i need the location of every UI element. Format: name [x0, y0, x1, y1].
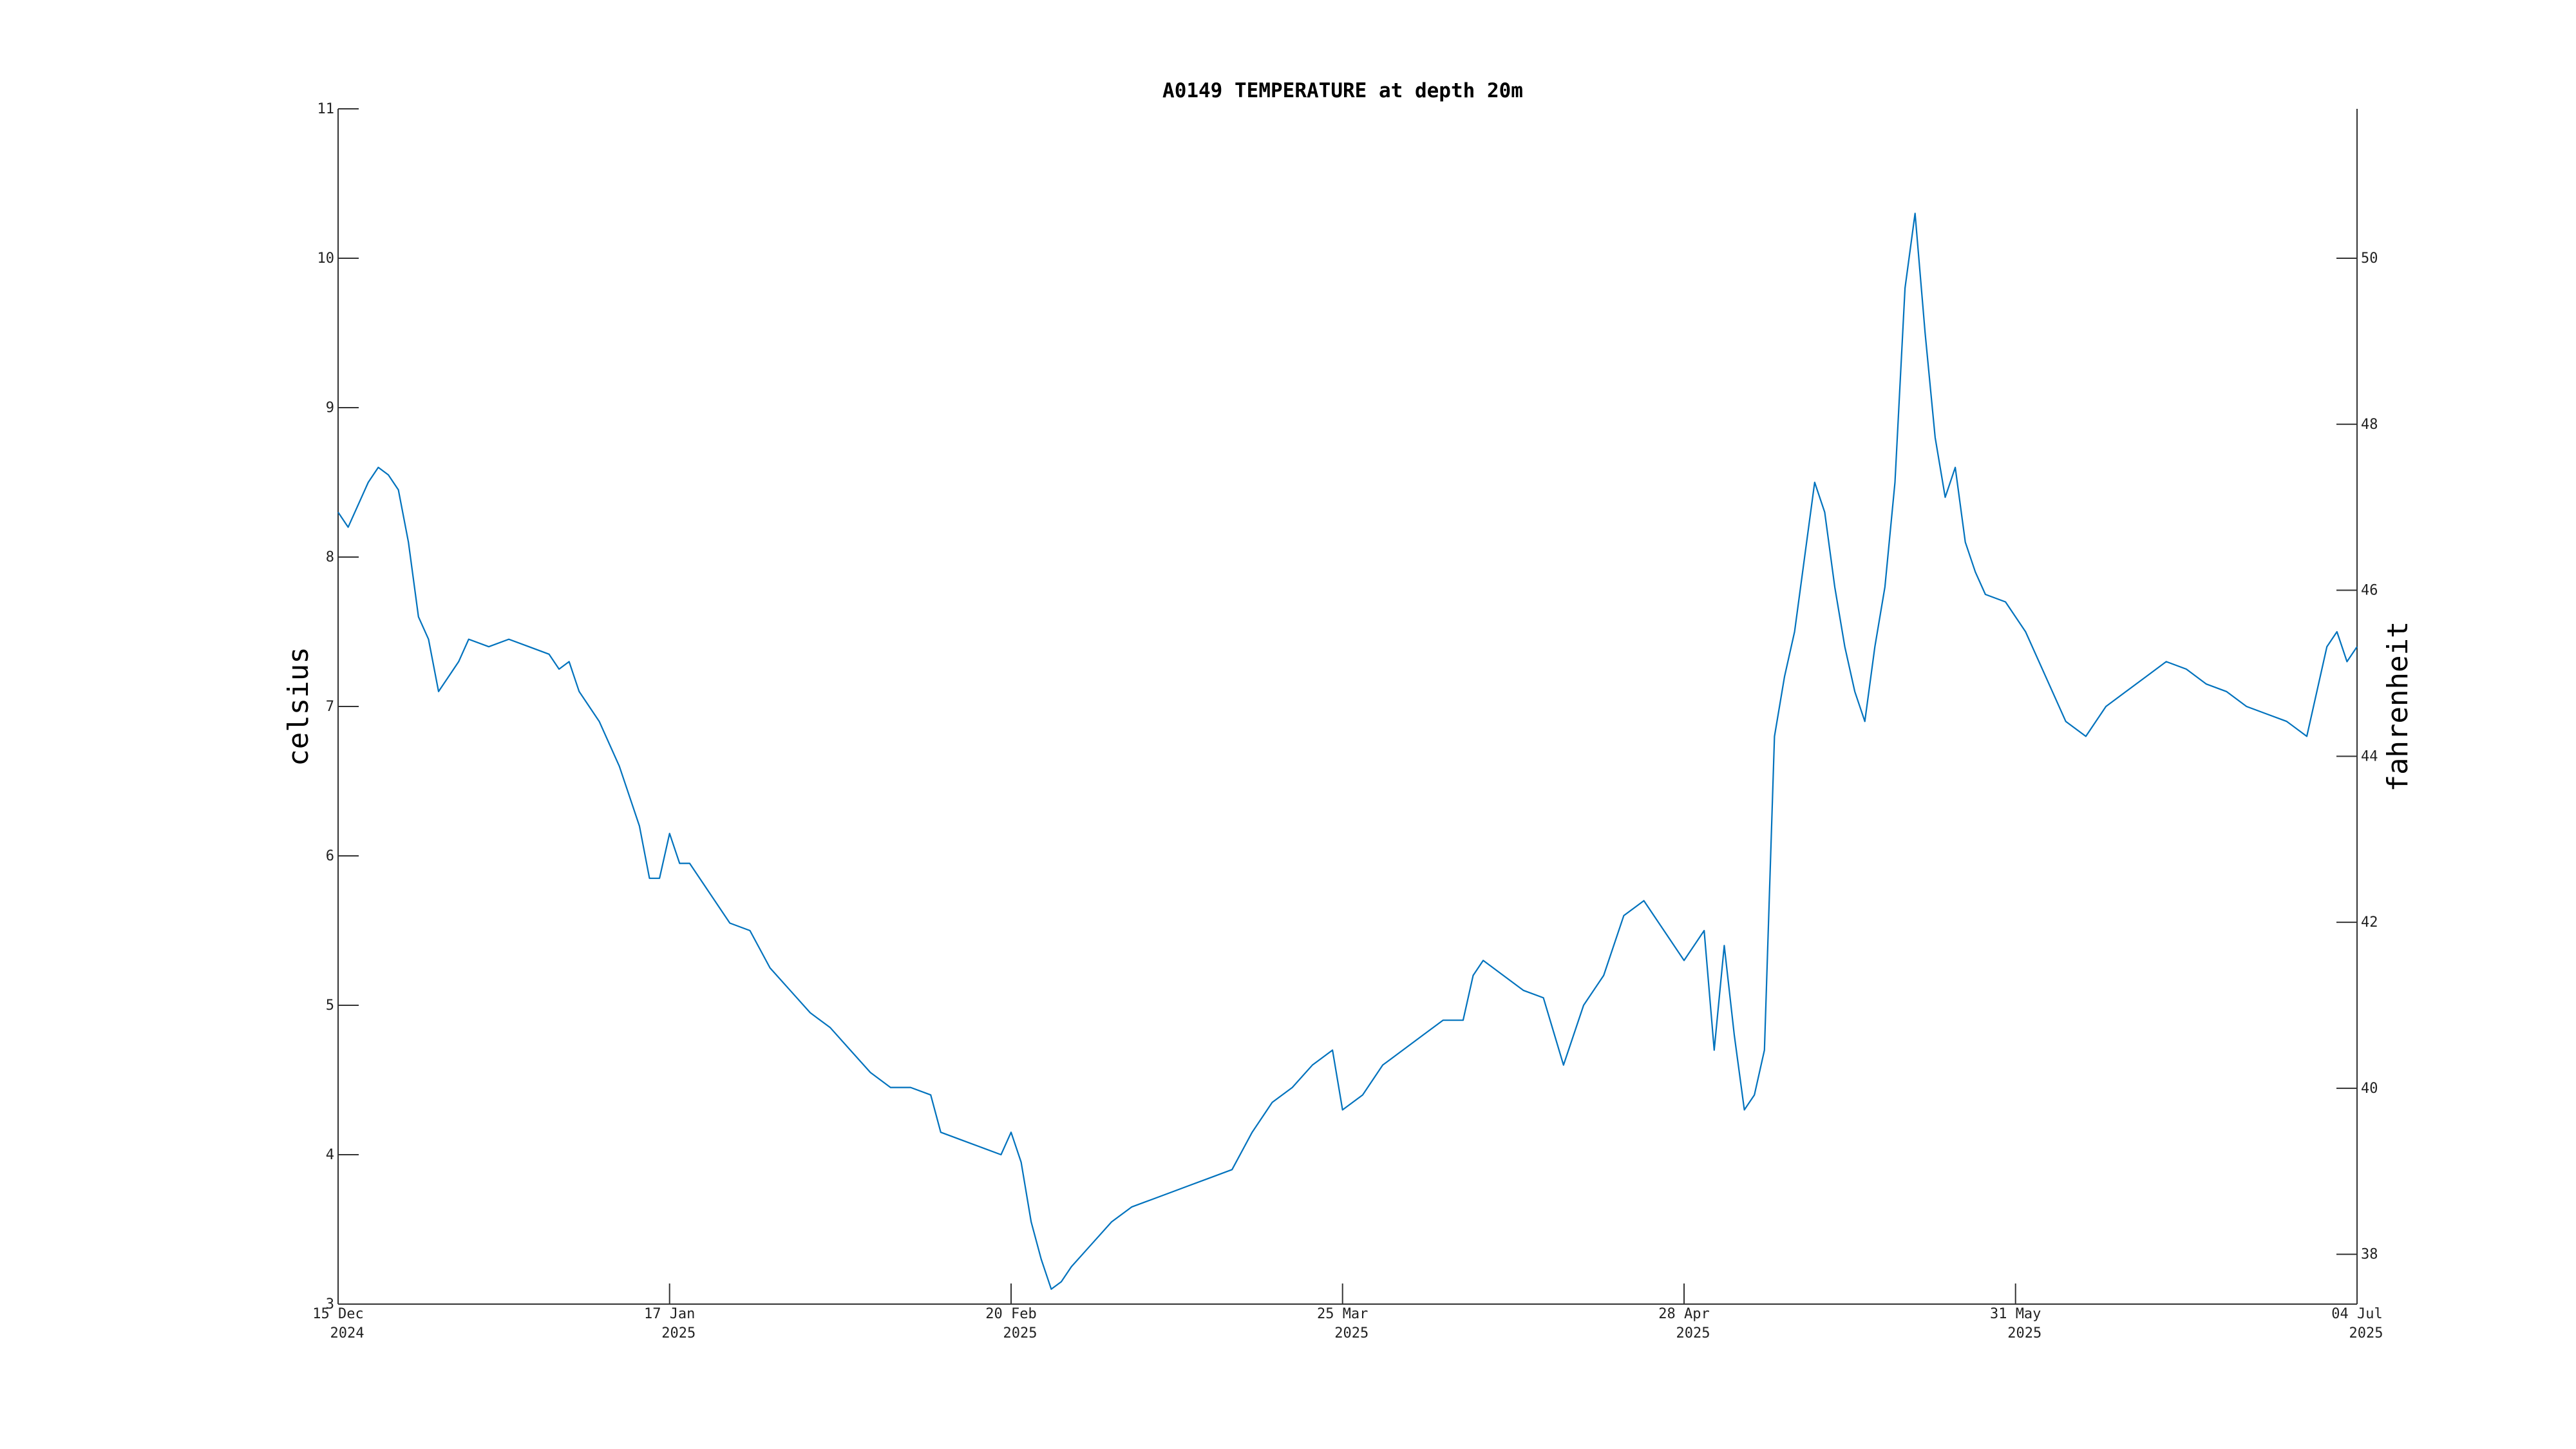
y-axis-label: celsius — [282, 647, 315, 766]
x-axis-ticks: 15 Dec 2024 17 Jan 2025 20 Feb 2025 25 Mar 2025… — [312, 1283, 2383, 1341]
x-tick-label: 25 Mar — [1317, 1306, 1368, 1322]
x-tick-label: 17 Jan — [644, 1306, 695, 1322]
x-tick-year: 2025 — [1003, 1325, 1037, 1341]
y2-axis-label: fahrenheit — [2382, 621, 2414, 792]
chart-title: A0149 TEMPERATURE at depth 20m — [1162, 79, 1523, 102]
x-tick-label: 28 Apr — [1658, 1306, 1709, 1322]
x-tick-year: 2025 — [1676, 1325, 1710, 1341]
x-tick-label: 20 Feb — [985, 1306, 1036, 1322]
y-tick-label: 11 — [317, 101, 335, 117]
y2-tick-label: 38 — [2361, 1247, 2378, 1263]
y-tick-label: 7 — [326, 699, 334, 715]
y2-tick-label: 46 — [2361, 583, 2378, 599]
x-tick-year: 2024 — [330, 1325, 365, 1341]
y-tick-label: 8 — [326, 549, 334, 565]
y-tick-label: 3 — [326, 1296, 334, 1312]
x-tick-label: 04 Jul — [2331, 1306, 2382, 1322]
x-tick-year: 2025 — [661, 1325, 696, 1341]
y-tick-label: 5 — [326, 998, 334, 1014]
x-tick-year: 2025 — [2007, 1325, 2041, 1341]
temperature-series-line — [337, 213, 2358, 1290]
y-tick-label: 9 — [326, 400, 334, 416]
y-tick-label: 6 — [326, 848, 334, 864]
y-tick-label: 10 — [317, 251, 335, 267]
series-group — [337, 213, 2358, 1290]
plot-area — [337, 109, 2358, 1305]
x-tick-year: 2025 — [2349, 1325, 2383, 1341]
x-tick-label: 31 May — [1990, 1306, 2041, 1322]
y-tick-label: 4 — [326, 1147, 334, 1163]
x-tick-label: 15 Dec — [312, 1306, 363, 1322]
x-tick-year: 2025 — [1334, 1325, 1368, 1341]
y2-tick-label: 42 — [2361, 914, 2378, 931]
left-axis-ticks: 3 4 5 6 7 8 9 10 11 — [317, 101, 359, 1312]
y2-tick-label: 50 — [2361, 251, 2378, 267]
y2-tick-label: 40 — [2361, 1081, 2378, 1097]
right-axis-ticks: 38 40 42 44 46 48 50 — [2336, 251, 2378, 1263]
y2-tick-label: 44 — [2361, 748, 2378, 764]
y2-tick-label: 48 — [2361, 417, 2378, 433]
